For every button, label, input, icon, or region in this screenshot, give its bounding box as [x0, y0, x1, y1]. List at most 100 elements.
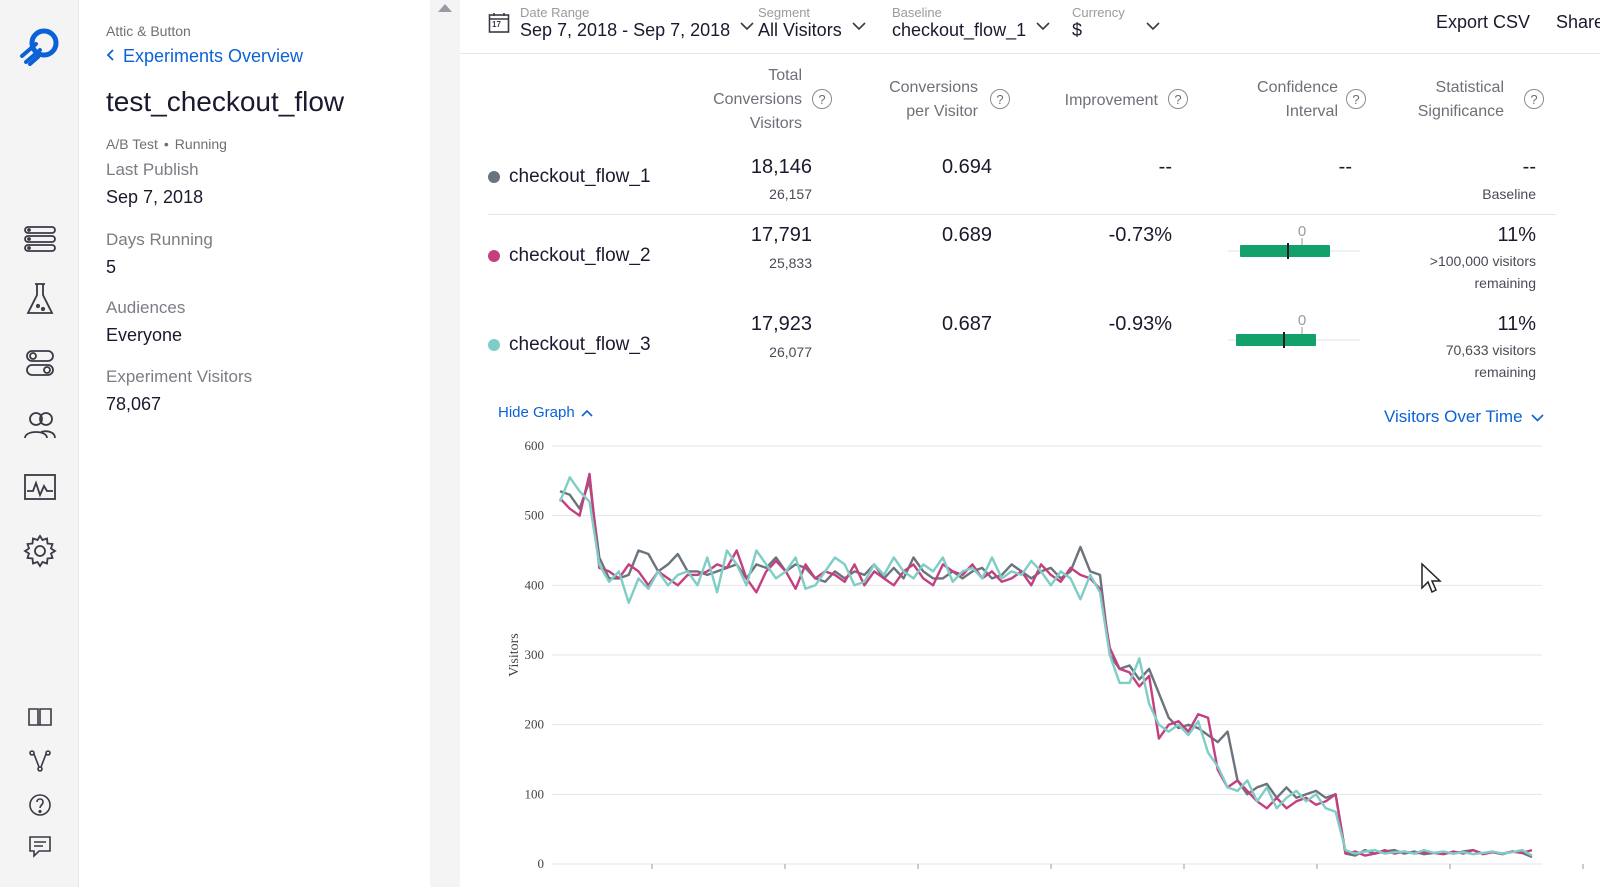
feedback-chat-icon[interactable] — [0, 834, 79, 860]
variation-row-checkout-flow-1[interactable]: checkout_flow_1 — [488, 166, 651, 188]
cpv-help-icon[interactable]: ? — [990, 89, 1010, 109]
date-range-filter[interactable]: 17 Date Range Sep 7, 2018 - Sep 7, 2018 — [488, 6, 754, 40]
significance-value: 11% — [1497, 224, 1536, 246]
days-running-value: 5 — [106, 257, 117, 277]
last-publish-label: Last Publish — [106, 160, 199, 179]
improvement-help-icon[interactable]: ? — [1168, 89, 1188, 109]
series-line-checkout_flow_1 — [559, 479, 1533, 859]
flask-icon[interactable] — [0, 282, 79, 316]
mouse-cursor-icon — [1421, 562, 1442, 594]
baseline-note: Baseline — [1482, 186, 1536, 202]
significance-value: -- — [1522, 156, 1536, 178]
audiences-value: Everyone — [106, 325, 183, 345]
visitors-remaining-note: >100,000 visitors — [1429, 253, 1536, 269]
improvement-value: -0.73% — [1108, 224, 1172, 246]
back-to-experiments-link[interactable]: Experiments Overview — [106, 46, 303, 67]
share-button[interactable]: Share — [1556, 12, 1600, 32]
experiments-list-icon[interactable] — [0, 225, 79, 253]
visitors-value: 26,077 — [769, 344, 812, 360]
feature-toggle-icon[interactable] — [0, 349, 79, 377]
experiment-type: A/B Test — [106, 136, 158, 152]
integrations-icon[interactable] — [0, 748, 79, 774]
cpv-value: 0.687 — [941, 313, 992, 335]
chevron-up-icon — [581, 404, 593, 421]
calendar-day: 17 — [492, 20, 501, 29]
results-main: 17 Date Range Sep 7, 2018 - Sep 7, 2018 … — [460, 0, 1600, 887]
conversions-per-visitor-header: Conversions per Visitor — [889, 79, 978, 120]
improvement-header: Improvement — [1064, 92, 1158, 109]
y-tick-label: 300 — [525, 647, 545, 662]
y-tick-label: 100 — [525, 786, 545, 801]
visitors-value: 25,833 — [769, 255, 812, 271]
variation-color-dot — [488, 171, 500, 183]
conversions-value: 18,146 — [750, 156, 812, 178]
ci-zero-label: 0 — [1298, 313, 1306, 329]
optimizely-logo-icon[interactable] — [0, 26, 79, 66]
chevron-down-icon — [852, 18, 866, 36]
baseline-label: Baseline — [892, 5, 942, 20]
visitors-remaining-note: 70,633 visitors — [1445, 342, 1536, 358]
ci-help-icon[interactable]: ? — [1346, 89, 1366, 109]
chevron-down-icon — [1530, 407, 1544, 427]
visitors-remaining-note-2: remaining — [1474, 364, 1536, 380]
back-link-label: Experiments Overview — [123, 46, 304, 66]
y-tick-label: 500 — [525, 508, 545, 523]
date-range-value: Sep 7, 2018 - Sep 7, 2018 — [520, 20, 731, 40]
ci-bar — [1236, 334, 1316, 346]
settings-gear-icon[interactable] — [0, 534, 79, 568]
audiences-icon[interactable] — [0, 410, 79, 440]
y-tick-label: 0 — [538, 856, 545, 871]
segment-label: Segment — [758, 5, 811, 20]
last-publish-value: Sep 7, 2018 — [106, 187, 204, 207]
variation-color-dot — [488, 250, 500, 262]
significance-value: 11% — [1497, 313, 1536, 335]
chevron-down-icon — [1036, 18, 1050, 36]
segment-filter[interactable]: Segment All Visitors — [758, 6, 866, 40]
variation-row-checkout-flow-2[interactable]: checkout_flow_2 — [488, 245, 651, 267]
total-conversions-help-icon[interactable]: ? — [812, 89, 832, 109]
experiment-details-panel: Attic & Button Experiments Overview test… — [80, 0, 430, 887]
cpv-value: 0.694 — [941, 156, 992, 178]
breadcrumb: Attic & Button — [106, 23, 191, 39]
y-tick-label: 600 — [525, 438, 545, 453]
visitors-value: 26,157 — [769, 186, 812, 202]
confidence-interval-chart: 0 — [1228, 313, 1360, 348]
chevron-down-icon — [1146, 18, 1160, 36]
ci-bar — [1240, 245, 1330, 257]
filter-bar: 17 Date Range Sep 7, 2018 - Sep 7, 2018 … — [460, 0, 1600, 54]
variation-color-dot — [488, 339, 500, 351]
visitors-remaining-note-2: remaining — [1474, 275, 1536, 291]
export-csv-button[interactable]: Export CSV — [1436, 12, 1531, 32]
page-title: test_checkout_flow — [106, 86, 345, 117]
currency-label: Currency — [1072, 5, 1125, 20]
experiment-meta: A/B Test • Running — [106, 136, 227, 152]
docs-book-icon[interactable] — [0, 706, 79, 728]
y-tick-label: 200 — [525, 717, 545, 732]
variation-row-checkout-flow-3[interactable]: checkout_flow_3 — [488, 334, 651, 356]
days-running-label: Days Running — [106, 230, 213, 249]
date-range-label: Date Range — [520, 5, 590, 20]
baseline-value: checkout_flow_1 — [892, 20, 1027, 40]
calendar-icon: 17 — [488, 12, 510, 39]
y-tick-label: 400 — [525, 577, 545, 592]
help-icon[interactable] — [0, 792, 79, 818]
currency-value: $ — [1072, 20, 1083, 40]
graph-metric-select[interactable]: Visitors Over Time — [1384, 407, 1544, 427]
reports-icon[interactable] — [0, 473, 79, 501]
sig-help-icon[interactable]: ? — [1524, 89, 1544, 109]
ci-value: -- — [1338, 156, 1352, 178]
baseline-filter[interactable]: Baseline checkout_flow_1 — [892, 6, 1050, 40]
scrollbar[interactable] — [430, 0, 460, 887]
conversions-value: 17,923 — [750, 313, 812, 335]
audiences-label: Audiences — [106, 298, 186, 317]
chevron-left-icon — [106, 46, 115, 67]
improvement-value: -0.93% — [1108, 313, 1172, 335]
scroll-up-icon[interactable] — [438, 4, 452, 12]
chevron-down-icon — [740, 18, 754, 36]
improvement-value: -- — [1158, 156, 1172, 178]
total-conversions-header: Total Conversions Visitors — [713, 67, 802, 132]
hide-graph-toggle[interactable]: Hide Graph — [498, 404, 593, 421]
currency-filter[interactable]: Currency $ — [1072, 6, 1160, 40]
series-line-checkout_flow_3 — [558, 476, 1533, 857]
ci-zero-label: 0 — [1298, 224, 1306, 240]
